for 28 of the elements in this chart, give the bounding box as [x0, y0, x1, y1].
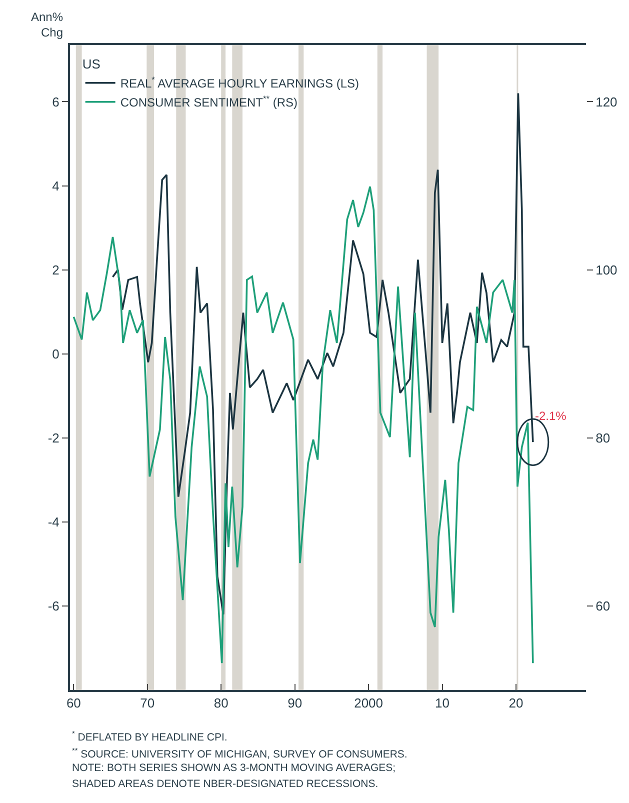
x-tick-label: 2000: [354, 696, 383, 711]
y-tick-label: 6: [52, 94, 60, 110]
y-tick-label: 4: [52, 178, 60, 194]
text: NOTE: BOTH SERIES SHOWN AS 3-MONTH MOVING AVERAGES;: [72, 762, 396, 774]
legend-label: CONSUMER SENTIMENT$^{**}$ (RS): [120, 93, 298, 110]
text: $^{*}$ DEFLATED BY HEADLINE CPI.: [72, 729, 228, 744]
y2-tick-label: 100: [596, 262, 618, 278]
annotation: -2.1%: [535, 409, 567, 423]
y-tick-label: 0: [52, 346, 60, 362]
text: $^{**}$ SOURCE: UNIVERSITY OF MICHIGAN, SURVEY OF CONSUMERS.: [72, 746, 408, 760]
y-tick-label: -2: [48, 430, 60, 446]
y2-tick-label: 120: [596, 94, 618, 110]
x-tick-label: 80: [214, 696, 228, 711]
line-series: [72, 186, 534, 664]
y-tick-label: -4: [48, 514, 60, 530]
x-tick-label: 60: [66, 696, 81, 711]
x-tick-label: 10: [435, 696, 450, 711]
x-tick-label: 70: [140, 696, 155, 711]
legend-label: REAL$^{*}$ AVERAGE HOURLY EARNINGS (LS): [120, 74, 360, 91]
x-tick-label: 20: [508, 696, 524, 711]
y2-tick-label: 80: [596, 430, 610, 446]
text: SHADED AREAS DENOTE NBER-DESIGNATED RECESSIONS.: [72, 778, 378, 790]
legend-title: US: [82, 56, 101, 72]
y2-tick-label: 60: [596, 598, 610, 614]
y-tick-label: 2: [52, 262, 60, 278]
y-tick-label: -6: [48, 598, 60, 614]
y-axis-title: Ann% Chg: [31, 10, 64, 40]
x-tick-label: 90: [288, 696, 302, 711]
